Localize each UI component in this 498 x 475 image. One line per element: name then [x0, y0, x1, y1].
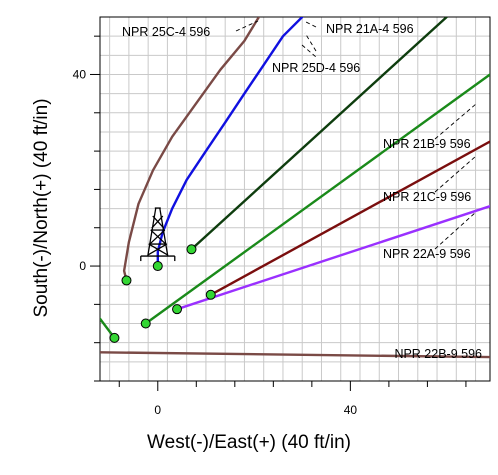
- well-label: NPR 21C-9 596: [383, 190, 471, 204]
- rig-stroke: [147, 207, 157, 257]
- plot-frame: [99, 16, 491, 382]
- well-collar-marker: [121, 275, 132, 286]
- rig-stroke: [159, 207, 169, 257]
- rig-stroke: [151, 215, 164, 229]
- x-axis-title: West(-)/East(+) (40 ft/in): [147, 432, 351, 453]
- well-path: [156, 17, 304, 268]
- label-leader-line: [434, 103, 477, 140]
- label-leader-line: [303, 20, 317, 28]
- label-leader-line: [434, 155, 477, 193]
- rig-stroke: [147, 243, 168, 256]
- drilling-rig-icon: [140, 207, 176, 262]
- well-label: NPR 21A-4 596: [326, 22, 414, 36]
- well-label: NPR 25D-4 596: [272, 61, 360, 75]
- well-label: NPR 22B-9 596: [394, 347, 482, 361]
- y-tick-label: 40: [73, 67, 87, 81]
- well-paths: [100, 17, 490, 359]
- label-leader-line: [304, 32, 317, 52]
- well-path: [190, 17, 448, 251]
- well-label: NPR 25C-4 596: [122, 25, 210, 39]
- well-collar-marker: [152, 261, 163, 272]
- x-tick-label: 0: [154, 403, 161, 417]
- well-path: [100, 351, 490, 359]
- well-path: [122, 17, 261, 282]
- well-collar-marker: [186, 244, 197, 255]
- well-collar-marker: [109, 332, 120, 343]
- label-leader-line: [434, 211, 477, 250]
- well-collar-marker: [205, 289, 216, 300]
- well-collar-marker: [140, 318, 151, 329]
- well-label: NPR 22A-9 596: [383, 247, 471, 261]
- y-axis-title: South(-)/North(+) (40 ft/in): [31, 98, 52, 318]
- rig-stroke: [152, 215, 165, 229]
- well-path: [209, 140, 490, 296]
- well-collar-marker: [172, 304, 183, 315]
- well-path: [175, 204, 490, 311]
- well-label: NPR 21B-9 596: [383, 137, 471, 151]
- y-tick-label: 0: [79, 259, 86, 273]
- well-path: [144, 73, 490, 325]
- x-tick-label: 40: [344, 403, 358, 417]
- label-leader-line: [301, 44, 317, 58]
- rig-stroke: [150, 229, 167, 245]
- rig-stroke: [149, 229, 166, 245]
